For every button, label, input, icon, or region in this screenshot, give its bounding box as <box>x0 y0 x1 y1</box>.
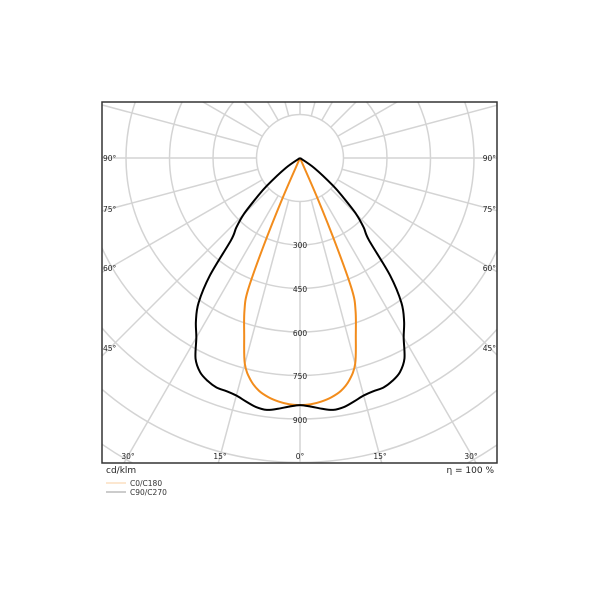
grid-spoke <box>102 168 259 212</box>
grid-spoke <box>330 188 497 357</box>
plot-frame <box>101 101 498 464</box>
radial-label-600: 600 <box>293 329 308 338</box>
angle-label-bottom-30-right: 30° <box>464 452 478 461</box>
grid-spoke <box>102 188 270 358</box>
legend: C0/C180 C90/C270 <box>106 479 167 497</box>
angle-label-left-45: 45° <box>103 344 117 353</box>
legend-label-c0-c180: C0/C180 <box>130 479 162 488</box>
angle-label-left-60: 60° <box>103 264 117 273</box>
unit-label: cd/klm <box>106 466 136 476</box>
radial-tick-labels: 300 450 600 750 900 <box>293 241 308 425</box>
angle-label-bottom-15-left: 15° <box>213 452 227 461</box>
angle-label-left-75: 75° <box>103 205 117 214</box>
radial-label-300: 300 <box>293 241 308 250</box>
grid-spoke <box>310 199 383 463</box>
angle-label-bottom-0: 0° <box>296 452 305 461</box>
angle-label-right-90: 90° <box>483 154 497 163</box>
grid-spoke <box>310 102 316 117</box>
grid-spoke <box>217 199 290 463</box>
grid-spoke <box>123 195 279 463</box>
grid-spoke <box>102 179 263 274</box>
angle-label-left-90: 90° <box>103 154 117 163</box>
legend-label-c90-c270: C90/C270 <box>130 488 167 497</box>
grid-spoke <box>341 104 497 148</box>
angle-labels: 90° 75° 60° 45° 90° 75° 60° 45° 30° 15° … <box>103 154 496 461</box>
grid-spoke <box>284 102 290 117</box>
efficiency-label: η = 100 % <box>446 466 494 476</box>
angle-label-right-75: 75° <box>483 205 497 214</box>
angle-label-right-60: 60° <box>483 264 497 273</box>
curve-c90-c270 <box>194 157 406 411</box>
curves <box>194 157 406 411</box>
angle-label-bottom-30-left: 30° <box>121 452 135 461</box>
radial-label-450: 450 <box>293 285 308 294</box>
grid-spoke <box>337 179 497 273</box>
grid-spoke <box>341 168 497 212</box>
radial-label-900: 900 <box>293 416 308 425</box>
grid-spoke <box>102 104 259 148</box>
angle-label-right-45: 45° <box>483 344 497 353</box>
angle-label-bottom-15-right: 15° <box>373 452 387 461</box>
grid-spoke <box>321 195 477 463</box>
radial-label-750: 750 <box>293 372 308 381</box>
